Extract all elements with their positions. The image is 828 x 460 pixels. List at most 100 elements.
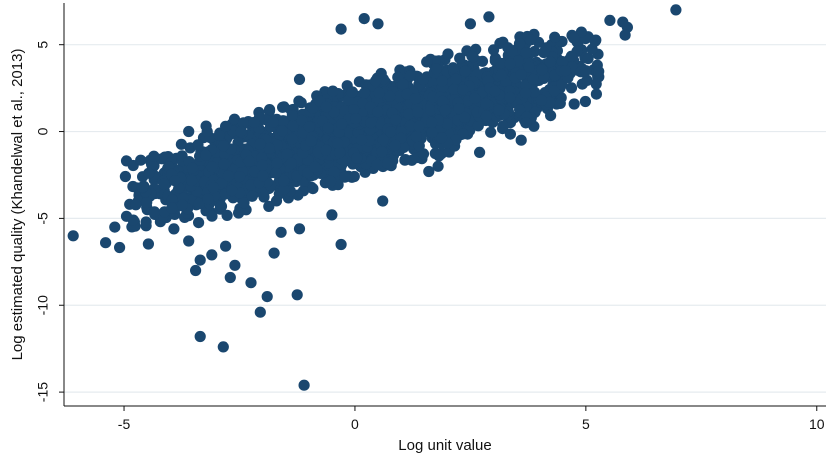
data-point — [293, 223, 306, 235]
data-point — [450, 134, 462, 146]
data-point — [229, 259, 241, 271]
data-point — [218, 158, 230, 170]
data-point — [423, 165, 435, 178]
data-point — [348, 170, 360, 183]
data-point — [186, 162, 198, 174]
data-point — [483, 11, 495, 23]
data-point — [226, 184, 238, 197]
data-point — [504, 58, 516, 70]
data-point — [437, 95, 449, 107]
data-point — [535, 94, 548, 106]
data-point — [520, 47, 532, 59]
data-points — [67, 4, 682, 391]
data-point — [399, 154, 411, 166]
data-point — [217, 140, 230, 152]
data-point — [235, 126, 247, 138]
data-point — [515, 134, 527, 146]
data-point — [263, 142, 275, 154]
data-point — [207, 182, 219, 194]
data-point — [268, 247, 280, 259]
data-point — [527, 73, 539, 85]
data-point — [127, 214, 139, 226]
y-tick-label: 5 — [35, 41, 51, 49]
data-point — [220, 240, 232, 252]
data-point — [417, 73, 429, 86]
data-point — [474, 146, 486, 158]
data-point — [413, 140, 425, 152]
data-point — [158, 178, 170, 190]
data-point — [143, 167, 155, 179]
data-point — [524, 34, 537, 46]
y-tick-label: -5 — [35, 212, 51, 225]
data-point — [254, 138, 266, 150]
data-point — [447, 62, 459, 74]
data-point — [590, 88, 603, 100]
data-point — [293, 73, 306, 85]
data-point — [506, 45, 518, 57]
y-axis-title: Log estimated quality (Khandelwal et al.… — [9, 49, 26, 361]
data-point — [267, 116, 279, 128]
data-point — [248, 165, 260, 178]
data-point — [193, 217, 205, 229]
data-point — [220, 120, 232, 132]
data-point — [351, 152, 363, 164]
data-point — [458, 111, 471, 123]
data-point — [217, 341, 229, 353]
data-point — [296, 114, 308, 127]
data-point — [410, 130, 422, 143]
data-point — [190, 264, 202, 277]
data-point — [575, 26, 588, 38]
data-point — [604, 14, 616, 26]
data-point — [148, 206, 160, 218]
data-point — [512, 55, 525, 67]
data-point — [568, 32, 580, 44]
data-point — [287, 120, 299, 132]
data-point — [403, 108, 415, 120]
data-point — [529, 86, 541, 98]
data-point — [426, 126, 438, 138]
data-point — [480, 97, 492, 110]
data-point — [593, 65, 605, 78]
tick-labels: 5 0 -5 -10 -15 -5 0 5 10 — [35, 41, 825, 432]
data-point — [365, 117, 377, 129]
data-point — [336, 118, 348, 130]
data-point — [67, 230, 79, 242]
data-point — [307, 102, 319, 114]
x-axis-title: Log unit value — [398, 437, 491, 454]
data-point — [381, 157, 393, 169]
data-point — [670, 4, 682, 16]
data-point — [497, 120, 509, 132]
data-point — [320, 101, 332, 113]
data-point — [350, 113, 362, 125]
data-point — [320, 144, 332, 156]
data-point — [457, 84, 469, 96]
data-point — [233, 207, 245, 219]
data-point — [454, 52, 466, 64]
data-point — [142, 238, 154, 250]
data-point — [200, 149, 212, 161]
data-point — [426, 116, 438, 129]
data-point — [448, 84, 460, 96]
data-point — [421, 56, 433, 68]
data-point — [580, 65, 592, 77]
data-point — [355, 134, 368, 146]
data-point — [513, 38, 526, 50]
data-point — [548, 85, 561, 97]
data-point — [565, 82, 578, 94]
data-point — [100, 237, 112, 249]
data-point — [450, 73, 462, 85]
data-point — [293, 95, 305, 107]
data-point — [206, 210, 218, 222]
data-point — [183, 235, 195, 247]
data-point — [377, 134, 389, 146]
data-point — [519, 87, 532, 99]
data-point — [442, 48, 454, 60]
data-point — [335, 238, 347, 251]
data-point — [433, 150, 445, 162]
data-point — [130, 199, 142, 211]
data-point — [322, 122, 334, 134]
data-point — [136, 181, 149, 193]
data-point — [459, 65, 471, 77]
y-tick-label: 0 — [35, 127, 51, 135]
